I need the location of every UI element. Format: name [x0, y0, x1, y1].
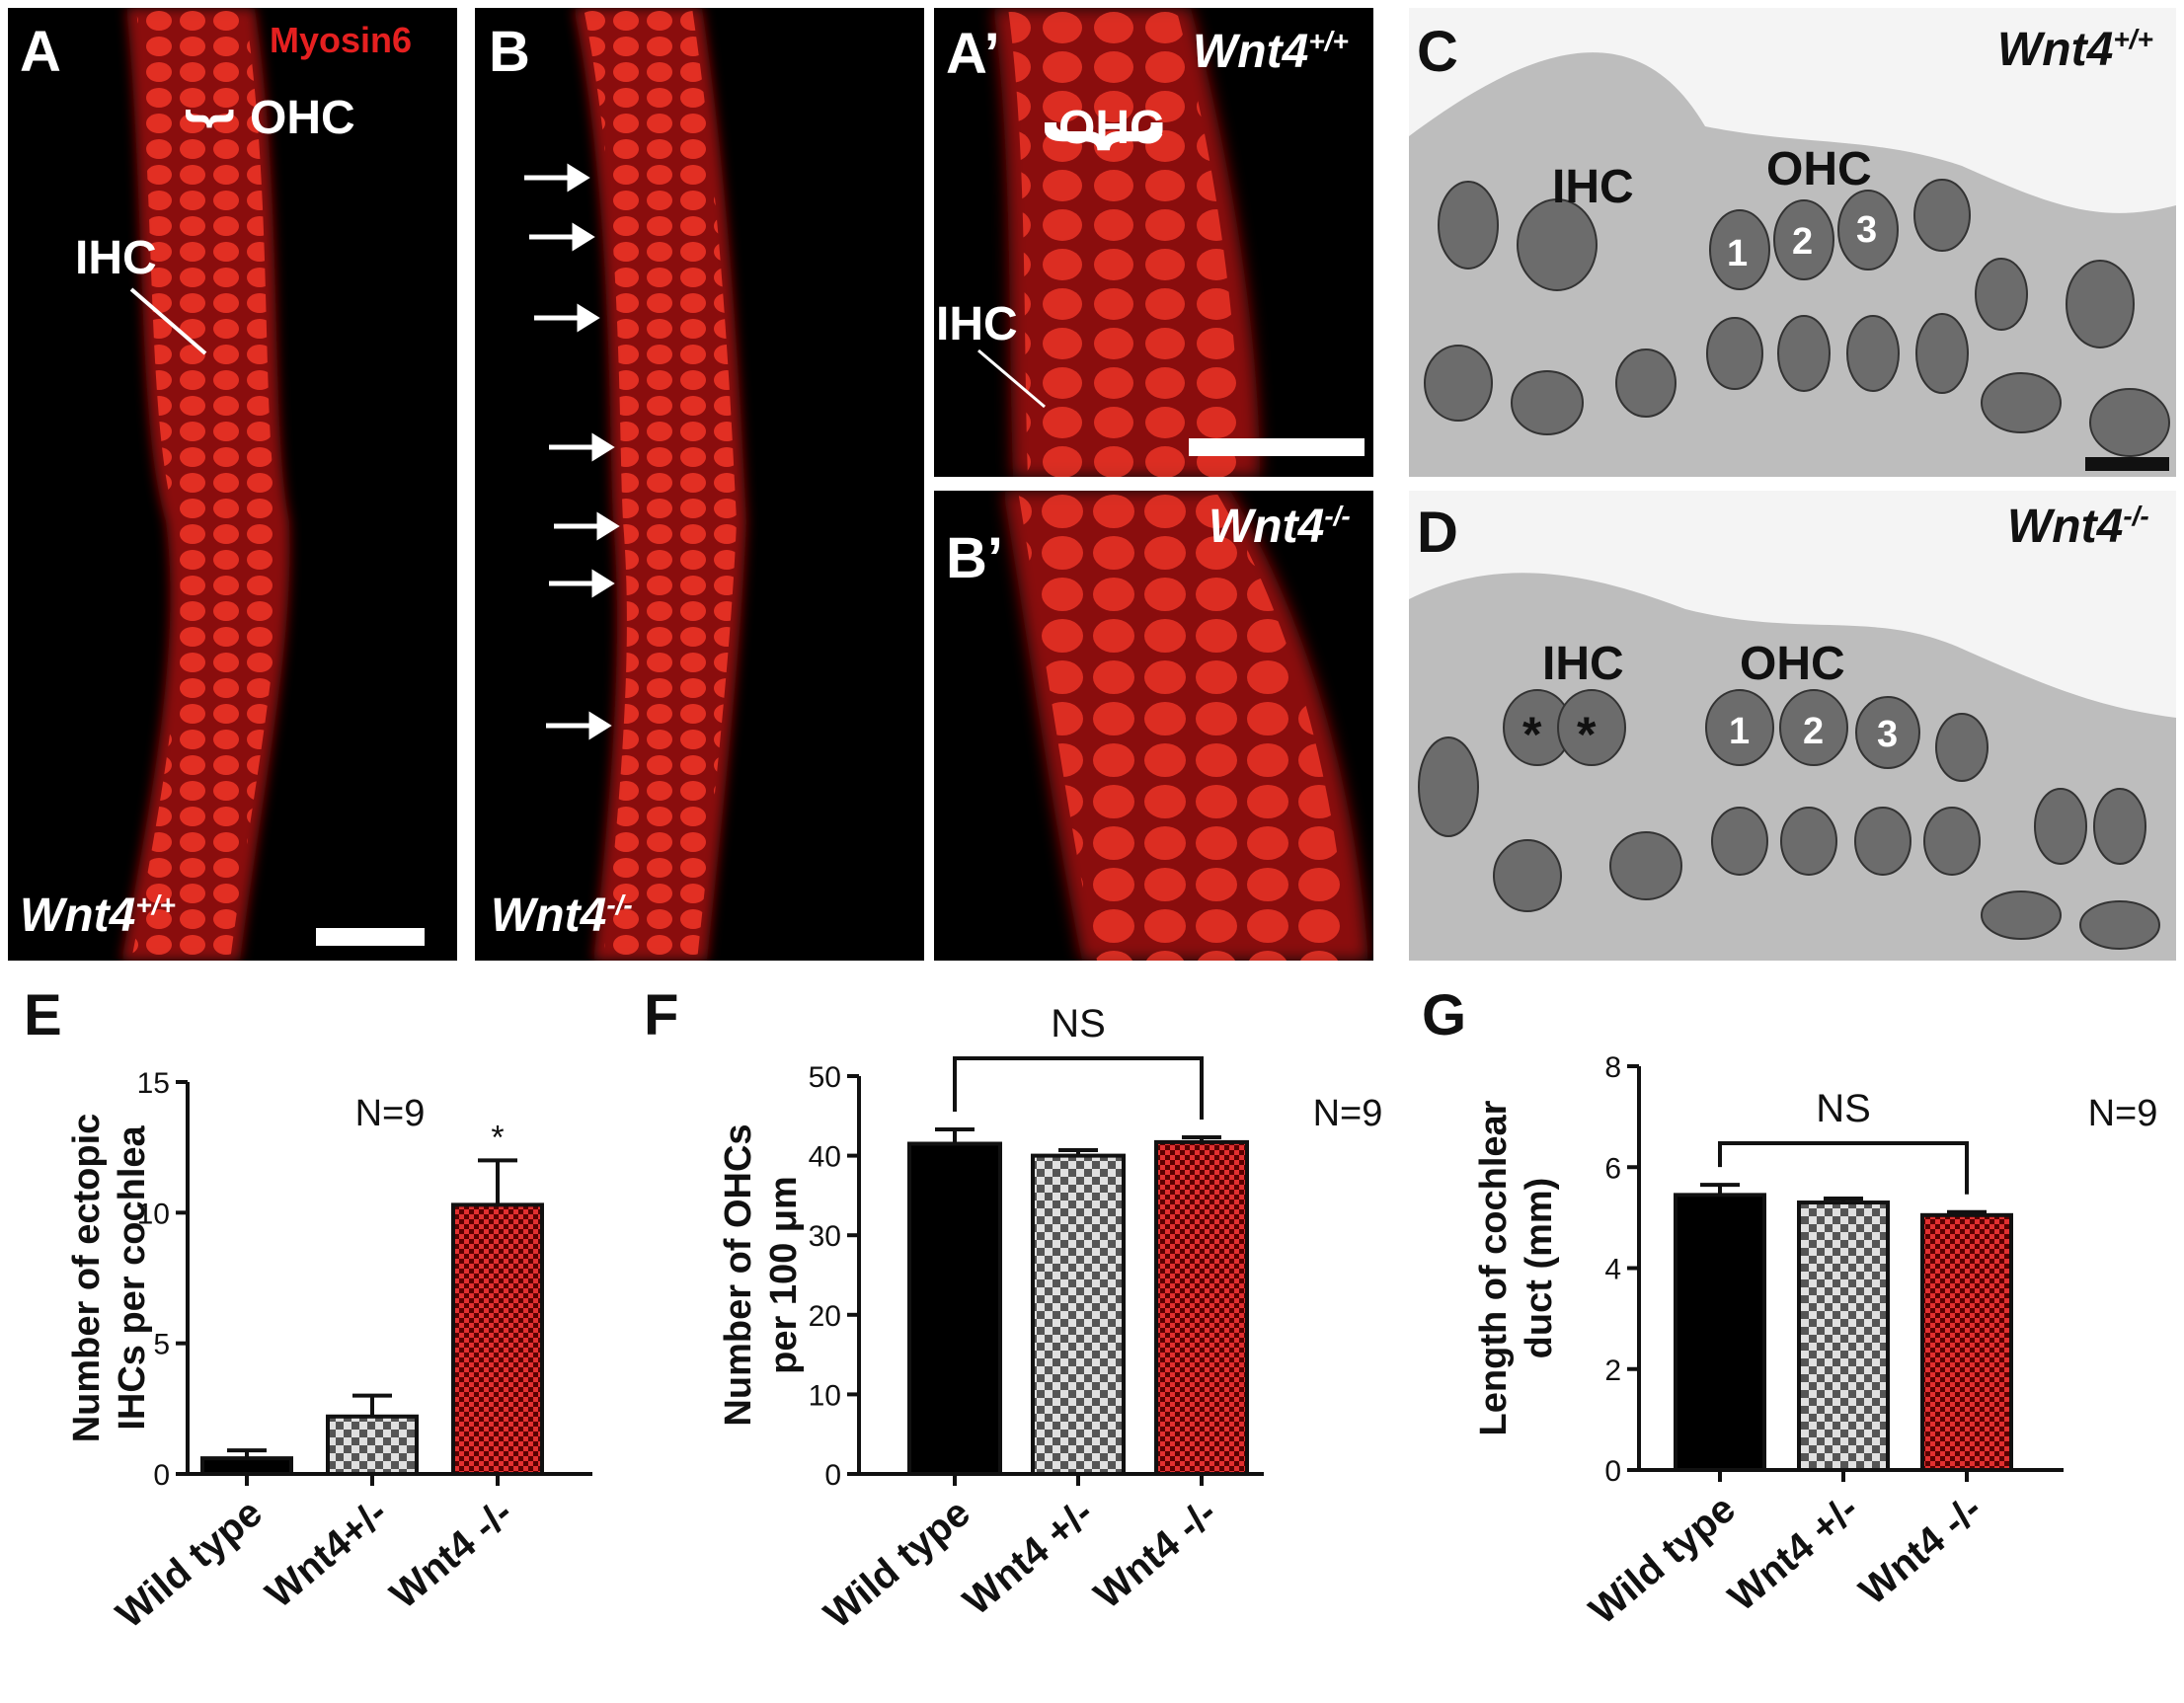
ohc-label-a: OHC — [250, 92, 355, 144]
stain-label-myosin6: Myosin6 — [270, 20, 413, 60]
ohc-label-d: OHC — [1740, 638, 1845, 690]
y-tick-label: 10 — [137, 1198, 170, 1230]
panel-c-image: C Wnt4+/+ IHC OHC 1 2 3 — [1409, 8, 2176, 477]
ohc-brace-a: } — [185, 108, 243, 129]
bar — [907, 1141, 1002, 1476]
panel-b-prime-image: B’ Wnt4-/- — [934, 491, 1373, 961]
y-tick-label: 0 — [153, 1459, 170, 1492]
panel-letter-d: D — [1417, 501, 1458, 565]
chart-g-cochlear-length: 0 2 4 6 8 Length of cochlear duct (mm) Wild typ… — [1473, 1051, 2158, 1633]
chart-e-ectopic-ihcs: 0 5 10 15 Number of ectopic IHCs per cochlea W… — [66, 1067, 592, 1637]
ohc-row-3-d: 3 — [1877, 714, 1899, 755]
genotype-label-a-prime: Wnt4+/+ — [1193, 26, 1349, 78]
y-tick-label: 8 — [1604, 1051, 1621, 1084]
ohc-row-2-d: 2 — [1803, 711, 1825, 752]
category-label: Wnt4 +/- — [955, 1491, 1101, 1623]
panel-a-fluorescence — [121, 8, 290, 961]
genotype-label-b: Wnt4-/- — [491, 890, 633, 942]
scale-bar-a — [316, 928, 425, 946]
bar — [1154, 1139, 1249, 1476]
significance-mark: * — [491, 1119, 504, 1156]
panel-b-prime-fluorescence — [1003, 491, 1368, 961]
y-tick-label: 0 — [824, 1459, 841, 1492]
category-label: Wild type — [1582, 1487, 1744, 1633]
y-tick-label: 30 — [809, 1220, 841, 1253]
y-tick-label: 50 — [809, 1061, 841, 1094]
panel-letter-b: B — [489, 20, 530, 84]
y-tick-label: 6 — [1604, 1152, 1621, 1185]
bar — [1674, 1193, 1766, 1472]
ohc-row-1-c: 1 — [1727, 233, 1749, 274]
y-tick-label: 4 — [1604, 1254, 1621, 1286]
ohc-row-3-c: 3 — [1856, 209, 1878, 251]
n-label: N=9 — [355, 1093, 426, 1134]
panel-a-prime-image: A’ Wnt4+/+ OHC } IHC — [934, 8, 1373, 477]
category-label: Wnt4 -/- — [1851, 1487, 1990, 1613]
ohc-row-2-c: 2 — [1792, 221, 1814, 263]
category-label: Wnt4+/- — [258, 1491, 396, 1616]
y-tick-label: 10 — [809, 1379, 841, 1412]
panel-letter-g: G — [1422, 983, 1467, 1047]
category-label: Wnt4 -/- — [382, 1491, 521, 1617]
y-tick-label: 20 — [809, 1300, 841, 1333]
ectopic-ihc-mark-1: * — [1522, 707, 1542, 762]
ihc-label-c: IHC — [1552, 161, 1634, 213]
panel-b-image: B Wnt4-/- — [475, 8, 924, 961]
panel-d-histology — [1409, 491, 2176, 961]
y-axis-label: Length of cochlear duct (mm) — [1473, 1100, 1560, 1435]
ohc-label-a-prime: OHC — [1058, 102, 1164, 154]
panel-letter-f: F — [644, 983, 679, 1047]
category-label: Wild type — [109, 1491, 271, 1637]
comparison-bracket — [953, 1056, 1204, 1121]
y-tick-label: 15 — [137, 1067, 170, 1100]
panel-a-image: A Myosin6 OHC } IHC Wnt4+/+ — [8, 8, 457, 961]
ihc-pointer-a-prime — [977, 348, 1046, 409]
panel-letter-a-prime: A’ — [946, 22, 1000, 86]
scale-bar-c — [2085, 457, 2169, 471]
ohc-label-c: OHC — [1766, 143, 1872, 195]
ectopic-ihc-arrows — [524, 163, 620, 740]
ihc-label-a: IHC — [75, 232, 157, 284]
comparison-bracket — [1718, 1141, 1969, 1195]
n-label: N=9 — [1313, 1093, 1383, 1134]
genotype-label-a: Wnt4+/+ — [20, 890, 176, 942]
ihc-label-d: IHC — [1542, 638, 1624, 690]
bar — [1920, 1212, 2013, 1472]
bar — [451, 1202, 544, 1476]
y-tick-label: 40 — [809, 1141, 841, 1174]
panel-c-histology — [1409, 8, 2176, 477]
ihc-pointer-a — [129, 287, 207, 355]
ihc-label-a-prime: IHC — [936, 298, 1018, 350]
category-label: Wnt4 -/- — [1086, 1491, 1225, 1617]
y-axis-label: Number of ectopic IHCs per cochlea — [66, 1114, 153, 1443]
genotype-label-c: Wnt4+/+ — [1997, 24, 2153, 76]
y-axis-label: Number of OHCs per 100 μm — [718, 1123, 805, 1426]
category-label: Wild type — [817, 1491, 978, 1637]
panel-d-image: D Wnt4-/- IHC OHC * * 1 2 3 — [1409, 491, 2176, 961]
bar — [1031, 1153, 1126, 1476]
bracket-label: NS — [1816, 1087, 1871, 1130]
panel-b-fluorescence — [524, 8, 746, 961]
panel-a-prime-fluorescence — [993, 8, 1260, 477]
y-tick-label: 0 — [1604, 1455, 1621, 1488]
bar — [326, 1414, 419, 1477]
scale-bar-a-prime — [1189, 438, 1365, 456]
genotype-label-b-prime: Wnt4-/- — [1209, 501, 1351, 553]
panel-letter-b-prime: B’ — [946, 526, 1003, 590]
ohc-row-1-d: 1 — [1729, 711, 1751, 752]
panel-letter-a: A — [20, 20, 61, 84]
panel-letter-c: C — [1417, 20, 1458, 84]
bar — [1797, 1200, 1890, 1472]
bar — [200, 1456, 293, 1476]
ohc-brace-a-prime: } — [1044, 120, 1185, 152]
category-label: Wnt4 +/- — [1720, 1487, 1866, 1619]
n-label: N=9 — [2088, 1093, 2158, 1134]
ectopic-ihc-mark-2: * — [1577, 707, 1597, 762]
y-tick-label: 2 — [1604, 1355, 1621, 1387]
bracket-label: NS — [1051, 1002, 1106, 1045]
genotype-label-d: Wnt4-/- — [2007, 501, 2149, 553]
y-tick-label: 5 — [153, 1329, 170, 1361]
panel-letter-e: E — [24, 983, 62, 1047]
